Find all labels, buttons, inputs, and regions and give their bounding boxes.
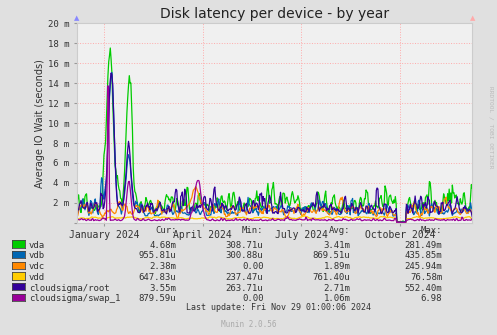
Y-axis label: Average IO Wait (seconds): Average IO Wait (seconds) bbox=[35, 59, 45, 188]
Text: 647.83u: 647.83u bbox=[139, 273, 176, 282]
Text: vdb: vdb bbox=[29, 252, 45, 260]
Text: Max:: Max: bbox=[421, 226, 442, 235]
Text: 0.00: 0.00 bbox=[242, 262, 263, 271]
Text: 245.94m: 245.94m bbox=[405, 262, 442, 271]
Text: vda: vda bbox=[29, 241, 45, 250]
Text: 869.51u: 869.51u bbox=[313, 252, 350, 260]
Text: 552.40m: 552.40m bbox=[405, 284, 442, 292]
Text: 3.41m: 3.41m bbox=[324, 241, 350, 250]
Text: 76.58m: 76.58m bbox=[410, 273, 442, 282]
Text: 761.40u: 761.40u bbox=[313, 273, 350, 282]
Text: Last update: Fri Nov 29 01:00:06 2024: Last update: Fri Nov 29 01:00:06 2024 bbox=[186, 303, 371, 312]
Text: 263.71u: 263.71u bbox=[226, 284, 263, 292]
Text: 1.06m: 1.06m bbox=[324, 294, 350, 303]
Text: ▲: ▲ bbox=[74, 15, 80, 21]
Text: 308.71u: 308.71u bbox=[226, 241, 263, 250]
Text: 300.88u: 300.88u bbox=[226, 252, 263, 260]
Text: 281.49m: 281.49m bbox=[405, 241, 442, 250]
Text: ▲: ▲ bbox=[470, 15, 475, 21]
Text: 6.98: 6.98 bbox=[421, 294, 442, 303]
Text: 3.55m: 3.55m bbox=[150, 284, 176, 292]
Text: 955.81u: 955.81u bbox=[139, 252, 176, 260]
Text: 2.38m: 2.38m bbox=[150, 262, 176, 271]
Text: vdc: vdc bbox=[29, 262, 45, 271]
Text: 0.00: 0.00 bbox=[242, 294, 263, 303]
Title: Disk latency per device - by year: Disk latency per device - by year bbox=[160, 7, 389, 21]
Text: 879.59u: 879.59u bbox=[139, 294, 176, 303]
Text: cloudsigma/swap_1: cloudsigma/swap_1 bbox=[29, 294, 120, 303]
Text: Cur:: Cur: bbox=[155, 226, 176, 235]
Text: 2.71m: 2.71m bbox=[324, 284, 350, 292]
Text: 435.85m: 435.85m bbox=[405, 252, 442, 260]
Text: cloudsigma/root: cloudsigma/root bbox=[29, 284, 109, 292]
Text: Avg:: Avg: bbox=[329, 226, 350, 235]
Text: Min:: Min: bbox=[242, 226, 263, 235]
Text: Munin 2.0.56: Munin 2.0.56 bbox=[221, 320, 276, 329]
Text: 4.68m: 4.68m bbox=[150, 241, 176, 250]
Text: 1.89m: 1.89m bbox=[324, 262, 350, 271]
Text: 237.47u: 237.47u bbox=[226, 273, 263, 282]
Text: RRDTOOL / TOBI OETIKER: RRDTOOL / TOBI OETIKER bbox=[489, 86, 494, 169]
Text: vdd: vdd bbox=[29, 273, 45, 282]
